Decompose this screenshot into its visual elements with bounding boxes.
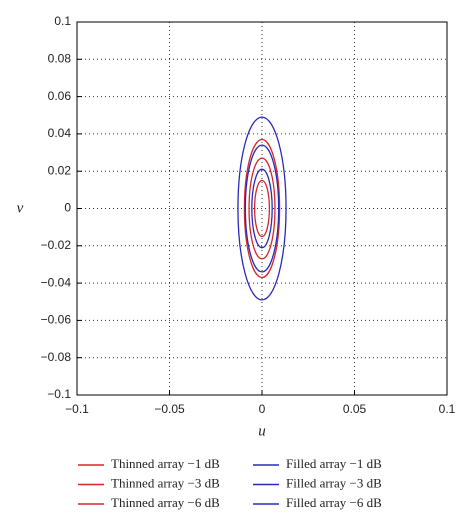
contour-line: [237, 116, 287, 301]
contour-line: [243, 138, 281, 279]
y-tick-label: 0.02: [48, 163, 72, 177]
legend-label: Thinned array −6 dB: [111, 495, 220, 510]
legend-label: Thinned array −1 dB: [111, 456, 220, 471]
y-tick-label: −0.06: [41, 313, 72, 327]
x-tick-label: 0: [259, 402, 266, 416]
plot-frame: [76, 21, 448, 396]
contour-line: [248, 157, 276, 260]
legend-label: Filled array −3 dB: [286, 475, 382, 490]
y-tick-label: −0.04: [41, 275, 72, 289]
y-tick-label: −0.1: [47, 387, 71, 401]
contour-line: [244, 144, 280, 273]
y-tick-label: −0.02: [41, 238, 72, 252]
contour-line: [251, 168, 273, 249]
y-axis-label: v: [17, 200, 24, 216]
legend-label: Filled array −6 dB: [286, 495, 382, 510]
contour-line: [253, 179, 271, 238]
y-tick-label: 0.1: [54, 14, 71, 28]
x-tick-label: −0.1: [65, 402, 89, 416]
legend-label: Filled array −1 dB: [286, 456, 382, 471]
y-tick-label: 0: [64, 201, 71, 215]
y-tick-label: 0.06: [48, 89, 72, 103]
x-tick-label: 0.1: [439, 402, 456, 416]
x-tick-label: −0.05: [154, 402, 185, 416]
y-tick-label: 0.04: [48, 126, 72, 140]
y-tick-label: −0.08: [41, 350, 72, 364]
legend-label: Thinned array −3 dB: [111, 475, 220, 490]
x-tick-label: 0.05: [343, 402, 367, 416]
y-tick-label: 0.08: [48, 51, 72, 65]
x-axis-label: u: [258, 423, 266, 439]
